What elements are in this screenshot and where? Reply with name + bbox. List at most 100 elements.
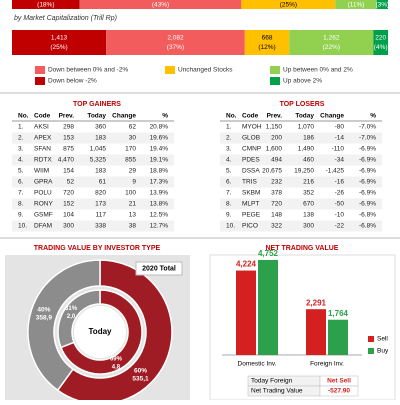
- table-cell: 7.: [226, 190, 232, 197]
- outer-label-box: [135, 261, 183, 276]
- table-cell: MYOH: [242, 124, 262, 131]
- row-band: [12, 220, 174, 232]
- value-label: (3%): [375, 2, 389, 9]
- table-cell: 200: [271, 135, 282, 142]
- legend-label: Down below -2%: [48, 78, 97, 85]
- table-cell: 186: [303, 135, 314, 142]
- table-cell: 8.: [226, 201, 232, 208]
- table-cell: 5.: [226, 168, 232, 175]
- table-cell: 138: [303, 212, 314, 219]
- slice-pct: 31%: [65, 306, 78, 312]
- table-cell: DSSA: [242, 168, 260, 175]
- table-cell: MLPT: [242, 201, 259, 208]
- table-cell: -6.8%: [359, 212, 376, 219]
- table-header: Change: [112, 113, 136, 120]
- pct-label: (4%): [374, 44, 388, 51]
- table-cell: 20,675: [262, 168, 282, 175]
- table-cell: SKBM: [242, 190, 260, 197]
- table-cell: 670: [303, 201, 314, 208]
- pct-label: (25%): [50, 44, 67, 51]
- table-cell: -6.9%: [359, 168, 376, 175]
- table-cell: 17.3%: [150, 179, 169, 186]
- table-cell: 19.4%: [150, 146, 169, 153]
- x-tick-label: Foreign Inv.: [310, 361, 344, 368]
- row-band: [220, 198, 382, 210]
- table-header: Today: [87, 113, 106, 120]
- legend-label: Buy: [377, 348, 389, 355]
- table-cell: 21: [129, 201, 137, 208]
- donut-slice: [59, 289, 143, 375]
- table-cell: 7.: [18, 190, 24, 197]
- table-cell: 10.: [18, 223, 27, 230]
- row-band: [220, 176, 382, 188]
- table-cell: -527.90: [328, 388, 350, 395]
- table-cell: 153: [63, 135, 74, 142]
- table-cell: GSMF: [34, 212, 53, 219]
- table-cell: 13.8%: [150, 201, 169, 208]
- table-cell: -22: [335, 223, 345, 230]
- table-cell: GPRA: [34, 179, 53, 186]
- row-band: [12, 198, 174, 210]
- value-label: 4,224: [236, 260, 257, 269]
- bar-segment: [376, 0, 388, 9]
- table-cell: WIIM: [34, 168, 49, 175]
- value-label: (11%): [348, 2, 365, 9]
- table-cell: 19.6%: [150, 135, 169, 142]
- slice-amount: 2,0: [67, 314, 76, 320]
- table-cell: 154: [63, 168, 74, 175]
- table-header: Change: [320, 113, 344, 120]
- table-cell: -16: [335, 179, 345, 186]
- x-tick-label: Domestic Inv.: [238, 361, 277, 368]
- table-header: %: [162, 113, 168, 120]
- bar-segment: [335, 0, 377, 9]
- table-cell: 338: [95, 223, 106, 230]
- table-cell: PEGE: [242, 212, 261, 219]
- legend-swatch: [270, 77, 280, 85]
- bar-segment: [12, 30, 107, 55]
- table-cell: 2.: [226, 135, 232, 142]
- table-cell: -6.9%: [359, 179, 376, 186]
- value-label: 4,752: [258, 249, 279, 258]
- slice-amount: 358,9: [36, 314, 53, 321]
- table-cell: 13.9%: [150, 190, 169, 197]
- table-header: Prev.: [267, 113, 283, 120]
- donut-slice: [27, 259, 101, 392]
- table-cell: -6.9%: [359, 146, 376, 153]
- bar: [236, 270, 256, 355]
- table-cell: -7.0%: [359, 124, 376, 131]
- legend-label: Sell: [377, 336, 388, 343]
- table-cell: 494: [271, 157, 282, 164]
- slice-amount: 4,8: [112, 365, 121, 371]
- table-cell: PDES: [242, 157, 260, 164]
- table-cell: -34: [335, 157, 345, 164]
- value-label: 220: [375, 35, 386, 42]
- outer-label: 2020 Total: [142, 265, 176, 272]
- table-cell: 360: [95, 124, 106, 131]
- table-cell: 322: [271, 223, 282, 230]
- legend-label: Up above 2%: [283, 78, 322, 85]
- legend-swatch: [368, 348, 374, 354]
- table-header: %: [370, 113, 376, 120]
- legend-label: Down between 0% and -2%: [48, 67, 128, 74]
- table-header: No.: [18, 113, 29, 120]
- table-cell: 300: [63, 223, 74, 230]
- donut-title: TRADING VALUE BY INVESTOR TYPE: [34, 245, 161, 252]
- table-cell: 19.1%: [150, 157, 169, 164]
- row-band: [220, 132, 382, 144]
- table-cell: -6.9%: [359, 157, 376, 164]
- table-cell: TRIS: [242, 179, 257, 186]
- table-header: No.: [226, 113, 237, 120]
- table-cell: 875: [63, 146, 74, 153]
- bar: [306, 309, 326, 355]
- table-cell: 298: [63, 124, 74, 131]
- bar-segment: [79, 0, 242, 9]
- table-cell: 352: [303, 190, 314, 197]
- table-header: Code: [242, 113, 259, 120]
- table-cell: 12.5%: [150, 212, 169, 219]
- slice-pct: 69%: [110, 357, 123, 363]
- table-cell-bg: [319, 385, 359, 397]
- table-cell: 52: [67, 179, 75, 186]
- table-cell: 6.: [18, 179, 24, 186]
- table-header: Code: [34, 113, 51, 120]
